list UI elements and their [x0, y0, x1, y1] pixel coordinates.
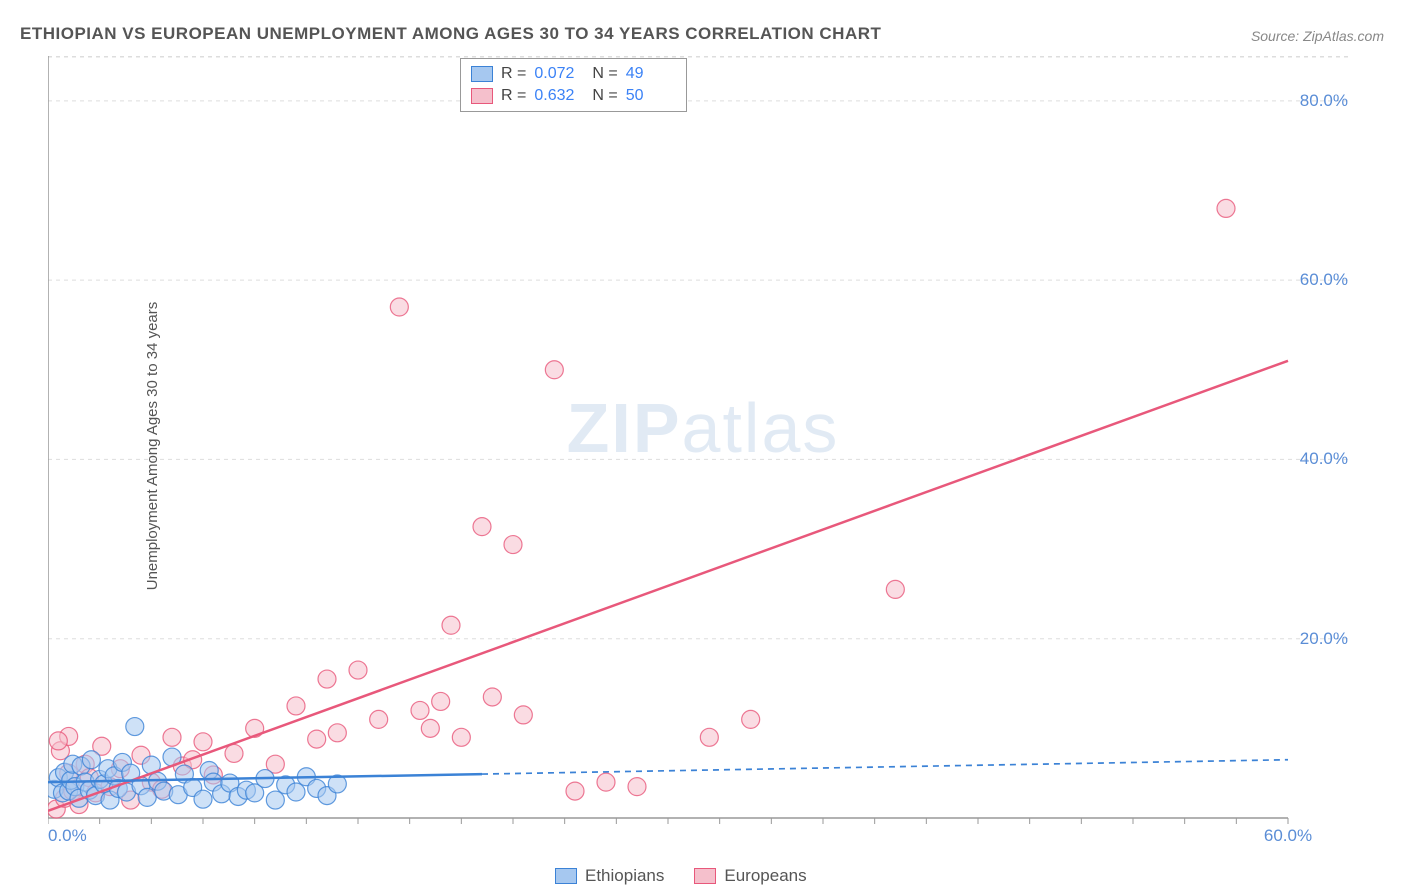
stats-row-ethiopians: R = 0.072 N = 49	[471, 63, 676, 85]
y-tick-label: 20.0%	[1300, 629, 1348, 649]
plot-area	[48, 56, 1348, 846]
legend-label-ethiopians: Ethiopians	[585, 866, 664, 886]
r-label: R =	[501, 65, 526, 83]
legend-label-europeans: Europeans	[724, 866, 806, 886]
n-value-ethiopians: 49	[626, 65, 676, 83]
y-tick-label: 60.0%	[1300, 270, 1348, 290]
r-value-ethiopians: 0.072	[534, 65, 584, 83]
legend-item-ethiopians: Ethiopians	[555, 866, 664, 886]
swatch-europeans	[471, 88, 493, 104]
source-attribution: Source: ZipAtlas.com	[1251, 28, 1384, 44]
stats-legend: R = 0.072 N = 49 R = 0.632 N = 50	[460, 58, 687, 112]
swatch-ethiopians	[471, 66, 493, 82]
n-label: N =	[592, 87, 617, 105]
y-tick-label: 40.0%	[1300, 449, 1348, 469]
r-value-europeans: 0.632	[534, 87, 584, 105]
legend-item-europeans: Europeans	[694, 866, 806, 886]
n-value-europeans: 50	[626, 87, 676, 105]
n-label: N =	[592, 65, 617, 83]
x-tick-label: 60.0%	[1264, 826, 1312, 846]
chart-svg	[48, 56, 1348, 846]
y-tick-label: 80.0%	[1300, 91, 1348, 111]
r-label: R =	[501, 87, 526, 105]
legend-swatch-ethiopians	[555, 868, 577, 884]
chart-title: ETHIOPIAN VS EUROPEAN UNEMPLOYMENT AMONG…	[20, 24, 881, 44]
x-tick-label: 0.0%	[48, 826, 87, 846]
stats-row-europeans: R = 0.632 N = 50	[471, 85, 676, 107]
series-legend: Ethiopians Europeans	[555, 866, 807, 886]
legend-swatch-europeans	[694, 868, 716, 884]
